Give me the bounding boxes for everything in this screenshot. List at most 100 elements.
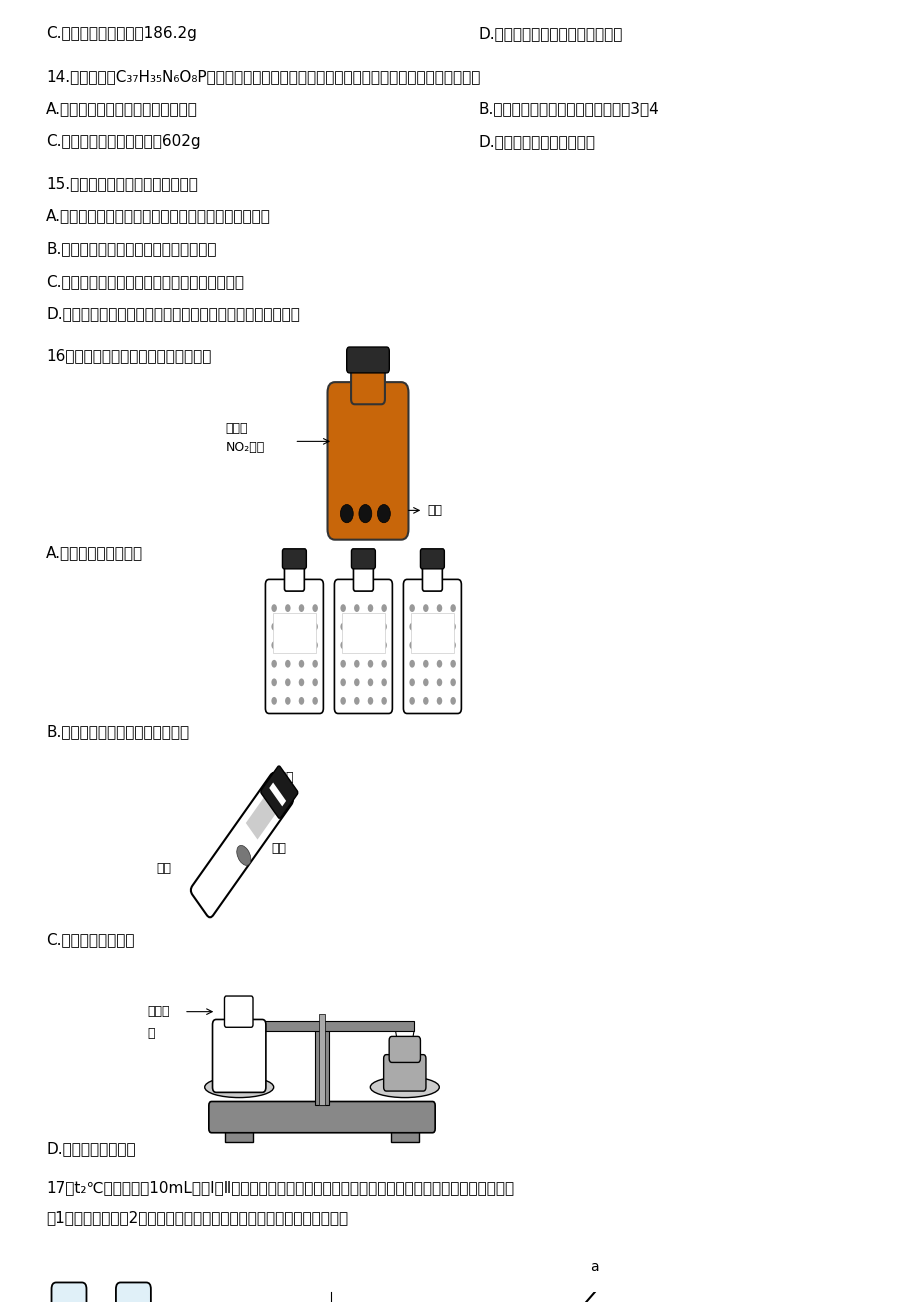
Circle shape — [354, 678, 359, 686]
Circle shape — [377, 505, 390, 523]
Circle shape — [354, 697, 359, 704]
Circle shape — [409, 660, 414, 668]
Circle shape — [340, 697, 346, 704]
Circle shape — [368, 697, 373, 704]
FancyBboxPatch shape — [116, 1282, 151, 1302]
FancyBboxPatch shape — [383, 1055, 425, 1091]
Circle shape — [340, 660, 346, 668]
FancyBboxPatch shape — [284, 564, 304, 591]
Text: 红棕色: 红棕色 — [225, 422, 247, 435]
Circle shape — [271, 604, 277, 612]
Bar — [230, 1021, 414, 1031]
Circle shape — [368, 622, 373, 630]
Circle shape — [340, 505, 353, 523]
Bar — [319, 1014, 324, 1105]
Circle shape — [368, 642, 373, 650]
Circle shape — [285, 678, 290, 686]
Circle shape — [312, 622, 318, 630]
Circle shape — [285, 660, 290, 668]
Circle shape — [437, 678, 442, 686]
Text: NO₂气体: NO₂气体 — [225, 441, 265, 454]
Bar — [269, 783, 286, 806]
Text: 15.下列实验现象描述正确的是（）: 15.下列实验现象描述正确的是（） — [46, 176, 198, 191]
FancyBboxPatch shape — [260, 766, 298, 819]
Text: C.打开盛有浓盐酸的试剂瓶，在瓶口观察到白烟: C.打开盛有浓盐酸的试剂瓶，在瓶口观察到白烟 — [46, 273, 244, 289]
Circle shape — [299, 697, 304, 704]
Bar — [225, 1126, 253, 1142]
Circle shape — [368, 678, 373, 686]
Circle shape — [271, 660, 277, 668]
Circle shape — [450, 660, 456, 668]
Circle shape — [285, 697, 290, 704]
Circle shape — [285, 604, 290, 612]
Circle shape — [340, 642, 346, 650]
Bar — [245, 796, 277, 840]
Text: 铁: 铁 — [147, 1027, 154, 1040]
FancyBboxPatch shape — [266, 579, 323, 713]
Text: B.硫在空气中燃烧发出明亮的蓝紫色火焰: B.硫在空气中燃烧发出明亮的蓝紫色火焰 — [46, 241, 216, 256]
FancyBboxPatch shape — [212, 1019, 266, 1092]
Circle shape — [381, 678, 387, 686]
FancyBboxPatch shape — [389, 1036, 420, 1062]
Text: a: a — [590, 1260, 598, 1273]
Circle shape — [312, 660, 318, 668]
FancyBboxPatch shape — [335, 579, 392, 713]
FancyBboxPatch shape — [209, 1101, 435, 1133]
Text: 稀盐酸: 稀盐酸 — [147, 1005, 169, 1018]
Bar — [410, 613, 453, 654]
Circle shape — [437, 642, 442, 650]
Circle shape — [450, 604, 456, 612]
Text: B.用酚酞鉴别水、稀盐酸、石灰水: B.用酚酞鉴别水、稀盐酸、石灰水 — [46, 724, 189, 740]
Circle shape — [285, 642, 290, 650]
Circle shape — [450, 622, 456, 630]
Circle shape — [271, 697, 277, 704]
Circle shape — [409, 604, 414, 612]
Ellipse shape — [205, 1077, 274, 1098]
Text: C.瑞德西韦相对分子质量为602g: C.瑞德西韦相对分子质量为602g — [46, 134, 200, 148]
Text: B.瑞德西韦中氮、氧元素的质量比为3：4: B.瑞德西韦中氮、氧元素的质量比为3：4 — [478, 102, 658, 116]
Text: D.用小木棍蘸取少量浓硫酸，放置一会蘸取浓硫酸的部分变黑: D.用小木棍蘸取少量浓硫酸，放置一会蘸取浓硫酸的部分变黑 — [46, 306, 300, 322]
FancyBboxPatch shape — [351, 549, 375, 569]
Circle shape — [437, 660, 442, 668]
Circle shape — [299, 604, 304, 612]
Circle shape — [358, 505, 371, 523]
Circle shape — [381, 622, 387, 630]
Circle shape — [423, 604, 428, 612]
Text: 棉花和: 棉花和 — [271, 771, 293, 784]
Circle shape — [409, 622, 414, 630]
Circle shape — [299, 622, 304, 630]
Circle shape — [340, 604, 346, 612]
Text: 图1所示的现象。图2是甲、乙两种固体的溶解度曲线。下列说法正确的是: 图1所示的现象。图2是甲、乙两种固体的溶解度曲线。下列说法正确的是 — [46, 1210, 347, 1225]
Circle shape — [381, 604, 387, 612]
Circle shape — [450, 678, 456, 686]
Circle shape — [271, 642, 277, 650]
FancyBboxPatch shape — [353, 564, 373, 591]
Text: D.铼原子的中子数与质子数不相等: D.铼原子的中子数与质子数不相等 — [478, 26, 622, 42]
Text: A.铁丝在氧气中燃烧，火星四射，生成四氧化三铁固体: A.铁丝在氧气中燃烧，火星四射，生成四氧化三铁固体 — [46, 208, 270, 224]
FancyBboxPatch shape — [422, 564, 442, 591]
Circle shape — [409, 642, 414, 650]
Bar — [314, 1027, 329, 1105]
FancyBboxPatch shape — [420, 549, 444, 569]
Circle shape — [340, 678, 346, 686]
Circle shape — [381, 660, 387, 668]
Text: A.瑞德西韦中氢元素的质量分数最大: A.瑞德西韦中氢元素的质量分数最大 — [46, 102, 198, 116]
Circle shape — [368, 604, 373, 612]
Text: 16、下列实验能达到相应目的的是（）: 16、下列实验能达到相应目的的是（） — [46, 349, 211, 363]
Bar — [273, 613, 316, 654]
Text: 木炭: 木炭 — [427, 504, 442, 517]
FancyBboxPatch shape — [351, 363, 384, 405]
Circle shape — [271, 678, 277, 686]
Circle shape — [312, 604, 318, 612]
FancyBboxPatch shape — [327, 383, 408, 540]
Circle shape — [423, 642, 428, 650]
Circle shape — [354, 604, 359, 612]
Ellipse shape — [236, 845, 251, 866]
Circle shape — [437, 697, 442, 704]
FancyBboxPatch shape — [282, 549, 306, 569]
Text: 17、t₂℃时，向盛有10mL水的Ⅰ、Ⅱ两支试管中分别加入等质量的甲、乙两种固体，充分溶解后，观察到如: 17、t₂℃时，向盛有10mL水的Ⅰ、Ⅱ两支试管中分别加入等质量的甲、乙两种固体… — [46, 1180, 514, 1195]
Text: D.瑞德西韦由五种元素组成: D.瑞德西韦由五种元素组成 — [478, 134, 595, 148]
Circle shape — [312, 697, 318, 704]
Circle shape — [312, 678, 318, 686]
FancyBboxPatch shape — [190, 773, 292, 918]
